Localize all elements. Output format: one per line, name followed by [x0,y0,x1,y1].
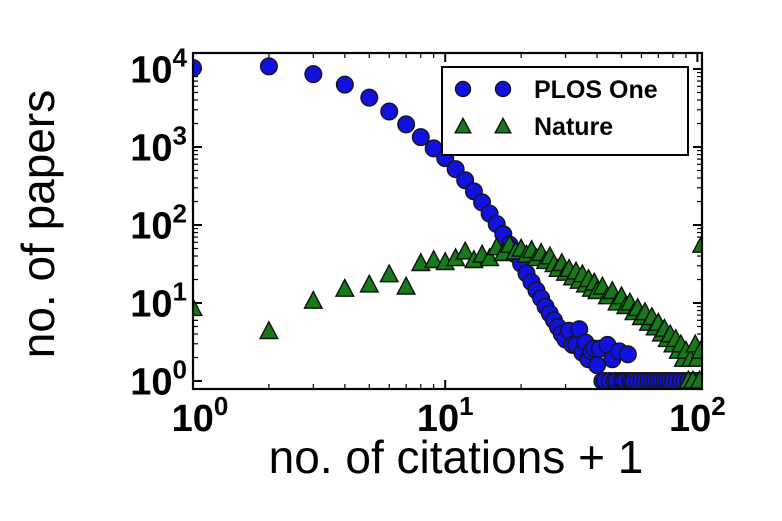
nature-data-point [359,273,380,293]
nature-data-point [396,275,417,295]
plos-one-data-point [259,57,278,76]
legend-label-nature: Nature [534,113,613,141]
nature-data-point [479,247,500,267]
y-tick-label: 104 [130,43,187,92]
legend: PLOS One Nature [441,66,689,156]
legend-plos-one-marker-icon [454,80,472,98]
series-nature [192,233,703,389]
legend-plos-one-marker-icon [494,80,512,98]
nature-data-point [455,240,476,260]
x-tick-label: 102 [669,391,726,440]
x-axis-title: no. of citations + 1 [269,431,644,483]
y-tick-label: 103 [130,121,187,170]
plos-one-data-point [380,102,399,121]
plos-one-data-point [618,345,637,364]
plos-one-data-point [411,128,430,147]
nature-data-point [334,277,355,297]
plos-one-data-point [397,115,416,134]
nature-data-point [258,320,279,340]
plos-one-data-point [335,75,354,94]
plos-one-data-point [304,65,323,84]
legend-box [441,66,689,156]
y-tick-label: 102 [130,199,187,248]
legend-nature-marker-icon [454,116,472,134]
plos-one-data-point [360,88,379,107]
nature-data-point [303,289,324,309]
plos-one-data-point [588,356,607,375]
y-axis-title: no. of papers [12,90,64,359]
nature-data-point [379,263,400,283]
y-tick-label: 101 [130,277,187,326]
plot-frame [191,51,704,391]
nature-data-point [690,339,703,359]
nature-data-point [423,249,444,269]
y-tick-label: 100 [130,355,187,404]
legend-label-plos-one: PLOS One [534,76,658,104]
legend-nature-marker-icon [494,116,512,134]
x-tick-label: 100 [172,391,229,440]
